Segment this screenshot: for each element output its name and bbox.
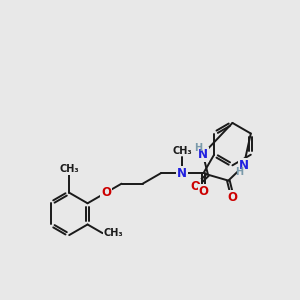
Text: CH₃: CH₃ <box>172 146 192 156</box>
Text: N: N <box>198 148 208 160</box>
Text: N: N <box>238 159 249 172</box>
Text: CH₃: CH₃ <box>104 228 123 238</box>
Text: O: O <box>190 180 200 193</box>
Text: O: O <box>227 191 238 204</box>
Text: N: N <box>177 167 187 180</box>
Text: O: O <box>101 186 111 199</box>
Text: H: H <box>235 167 243 177</box>
Text: O: O <box>199 184 208 198</box>
Text: CH₃: CH₃ <box>59 164 79 174</box>
Text: H: H <box>194 143 202 153</box>
